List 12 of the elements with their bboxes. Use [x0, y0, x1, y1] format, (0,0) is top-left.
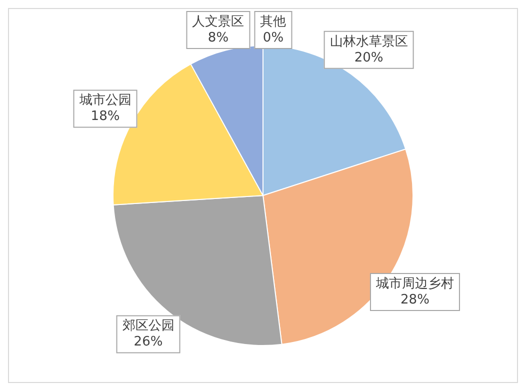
- data-label: 18%: [90, 109, 120, 124]
- data-label: 8%: [208, 30, 229, 46]
- data-label: 20%: [354, 50, 384, 66]
- slice-label: 山林水草景区: [330, 34, 408, 50]
- text: 0%: [262, 30, 284, 46]
- slice-label: 城市周边乡村: [374, 276, 454, 292]
- slice-label: 郊区公园: [122, 318, 174, 334]
- slice-label: 人文景区: [192, 14, 244, 30]
- data-label: 28%: [400, 292, 430, 308]
- category-label: 其他: [260, 14, 286, 30]
- data-label: 26%: [134, 334, 163, 350]
- slice-label: 城市公园: [78, 93, 132, 108]
